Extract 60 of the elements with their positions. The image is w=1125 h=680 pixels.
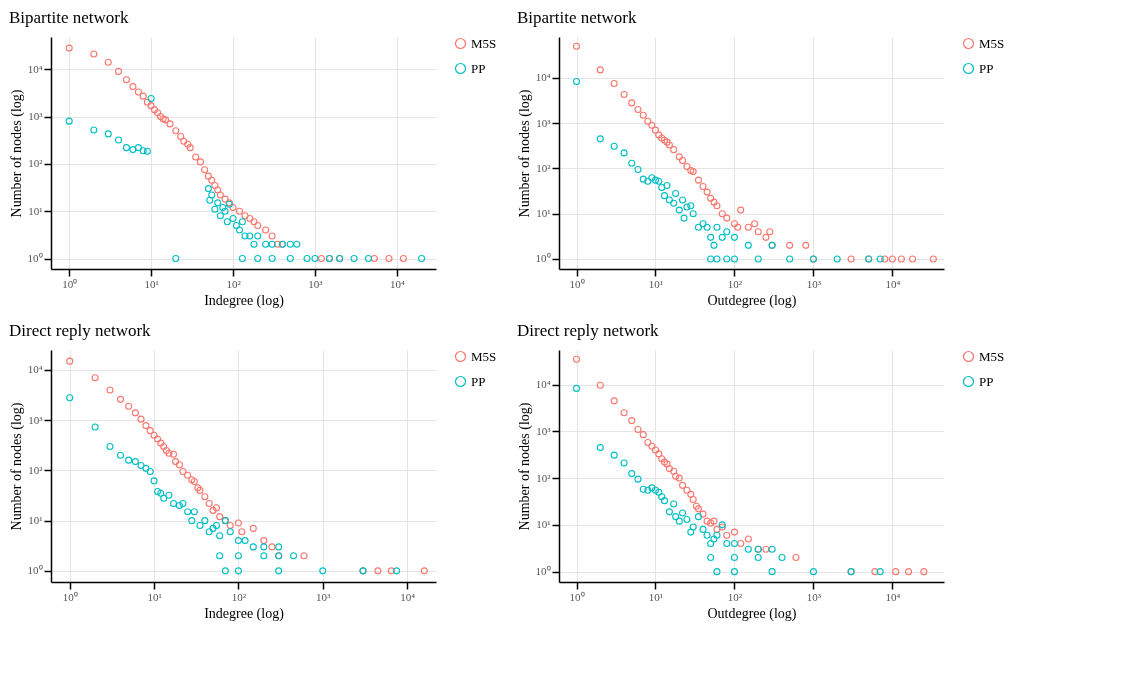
y-tick-label: 10³	[536, 424, 552, 437]
y-tick-label: 10³	[28, 413, 44, 426]
x-tick-label: 10⁴	[885, 277, 901, 290]
x-tick-label: 10¹	[147, 590, 162, 603]
y-tick-label: 10¹	[28, 514, 43, 527]
x-tick-label: 10⁰	[62, 590, 78, 603]
y-tick-label: 10²	[28, 157, 44, 170]
y-tick-label: 10²	[536, 161, 552, 174]
y-tick-label: 10⁴	[535, 71, 551, 84]
y-axis-title: Number of nodes (log)	[516, 89, 533, 218]
legend-label: M5S	[471, 35, 497, 51]
y-tick-label: 10¹	[28, 204, 43, 217]
x-tick-label: 10²	[226, 277, 242, 290]
y-tick-label: 10⁴	[27, 62, 43, 75]
y-tick-label: 10⁰	[535, 252, 551, 265]
x-tick-label: 10⁴	[400, 590, 416, 603]
x-tick-label: 10⁰	[569, 590, 585, 603]
x-tick-label: 10¹	[648, 277, 664, 290]
x-axis-title: Indegree (log)	[204, 605, 285, 622]
legend-label: M5S	[471, 348, 497, 364]
x-tick-label: 10⁰	[62, 277, 78, 290]
chart-title: Bipartite network	[517, 8, 637, 27]
legend-label: PP	[471, 373, 486, 389]
y-axis-title: Number of nodes (log)	[8, 89, 25, 218]
y-tick-label: 10⁴	[535, 378, 551, 391]
y-tick-label: 10³	[28, 110, 44, 123]
x-axis-title: Outdegree (log)	[707, 605, 797, 622]
legend-label: PP	[979, 60, 994, 76]
x-axis-title: Indegree (log)	[204, 292, 285, 309]
x-tick-label: 10³	[308, 277, 324, 290]
y-tick-label: 10⁰	[535, 565, 551, 578]
y-tick-label: 10⁴	[27, 363, 43, 376]
x-tick-label: 10³	[316, 590, 332, 603]
x-tick-label: 10²	[231, 590, 247, 603]
x-tick-label: 10⁴	[389, 277, 405, 290]
chart-title: Direct reply network	[517, 321, 660, 340]
y-tick-label: 10⁰	[27, 252, 43, 264]
x-tick-label: 10³	[806, 277, 822, 290]
y-tick-label: 10²	[28, 463, 44, 476]
y-tick-label: 10⁰	[27, 564, 43, 577]
x-tick-label: 10²	[727, 590, 743, 603]
chart-title: Bipartite network	[9, 8, 129, 27]
y-tick-label: 10¹	[536, 207, 551, 220]
x-tick-label: 10⁰	[569, 277, 585, 290]
legend-label: PP	[979, 373, 994, 389]
x-tick-label: 10¹	[648, 590, 664, 603]
y-tick-label: 10²	[536, 471, 552, 484]
chart-title: Direct reply network	[9, 321, 152, 340]
x-axis-title: Outdegree (log)	[707, 292, 797, 309]
legend-label: PP	[471, 60, 486, 76]
y-axis-title: Number of nodes (log)	[516, 402, 533, 531]
legend-label: M5S	[979, 35, 1005, 51]
y-tick-label: 10³	[536, 116, 552, 129]
legend-label: M5S	[979, 348, 1005, 364]
y-tick-label: 10¹	[536, 518, 551, 531]
y-axis-title: Number of nodes (log)	[8, 402, 25, 531]
x-tick-label: 10⁴	[885, 590, 901, 603]
x-tick-label: 10¹	[144, 277, 159, 290]
x-tick-label: 10²	[727, 277, 743, 290]
x-tick-label: 10³	[806, 590, 822, 603]
